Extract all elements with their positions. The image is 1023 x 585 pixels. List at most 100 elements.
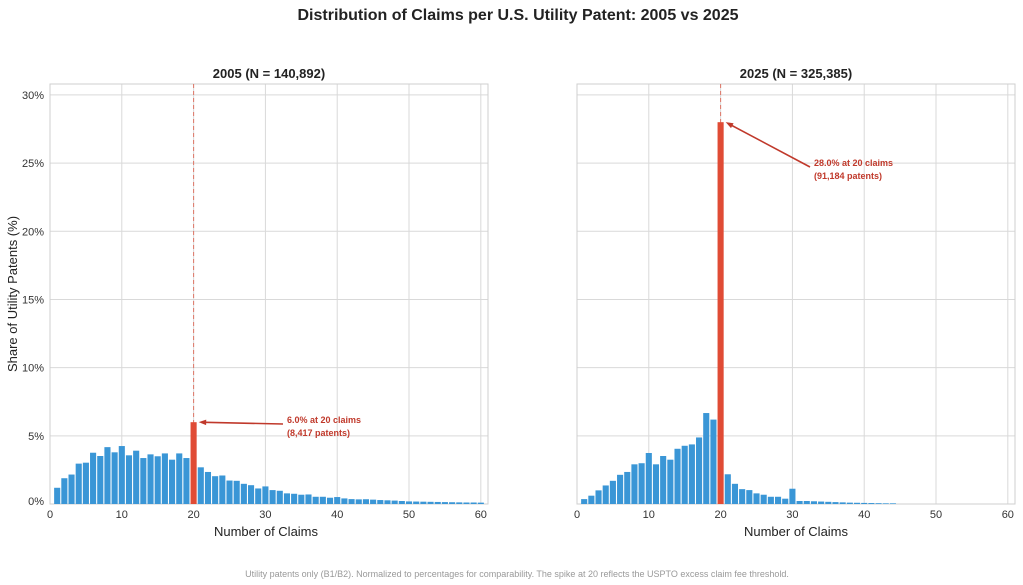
bar: [775, 497, 781, 504]
bar: [674, 449, 680, 504]
bar: [471, 503, 477, 505]
bar: [588, 496, 594, 504]
panel-2005: 01020304050600%5%10%15%20%25%30%6.0% at …: [22, 84, 488, 521]
y-tick-label: 20%: [22, 226, 44, 238]
y-tick-label: 10%: [22, 363, 44, 375]
bar: [234, 481, 240, 504]
bar: [356, 499, 362, 504]
x-tick-label: 0: [574, 509, 580, 521]
bar: [406, 501, 412, 504]
bar: [97, 456, 103, 504]
bar: [603, 485, 609, 504]
annotation-line1: 6.0% at 20 claims: [287, 415, 361, 425]
bar: [854, 503, 860, 504]
bar: [54, 488, 60, 504]
bar: [610, 481, 616, 504]
x-axis-label-2005: Number of Claims: [214, 524, 319, 539]
x-tick-label: 60: [475, 509, 487, 521]
bar: [581, 499, 587, 504]
bar: [739, 489, 745, 504]
bar: [442, 502, 448, 504]
bar: [205, 472, 211, 504]
bar: [133, 451, 139, 504]
bar: [682, 446, 688, 504]
bar: [653, 464, 659, 504]
bar: [753, 493, 759, 504]
x-tick-label: 10: [643, 509, 655, 521]
x-tick-label: 50: [403, 509, 415, 521]
bar: [449, 502, 455, 504]
bar: [370, 500, 376, 504]
bar: [696, 437, 702, 504]
x-tick-label: 20: [187, 509, 199, 521]
bar: [255, 488, 261, 504]
bar: [883, 503, 889, 504]
figure-title: Distribution of Claims per U.S. Utility …: [297, 7, 738, 24]
bar: [119, 446, 125, 504]
bar: [147, 454, 153, 504]
bar: [624, 472, 630, 504]
x-tick-label: 40: [331, 509, 343, 521]
x-tick-label: 30: [259, 509, 271, 521]
bar: [847, 503, 853, 504]
bar: [305, 494, 311, 504]
bar: [327, 498, 333, 504]
bar: [212, 476, 218, 504]
annotation-arrowhead-icon: [199, 420, 207, 425]
bar: [392, 501, 398, 504]
x-tick-label: 30: [786, 509, 798, 521]
bar: [363, 499, 369, 504]
bar: [703, 413, 709, 504]
bar: [428, 502, 434, 504]
chart-figure: Distribution of Claims per U.S. Utility …: [0, 0, 1023, 585]
bar: [76, 464, 82, 504]
panel-title-2025: 2025 (N = 325,385): [740, 66, 852, 81]
annotation-arrow-line: [732, 125, 810, 167]
x-axis-label-2025: Number of Claims: [744, 524, 849, 539]
panel-2025: 010203040506028.0% at 20 claims(91,184 p…: [574, 84, 1015, 521]
bar: [90, 453, 96, 504]
bar: [797, 501, 803, 504]
bar: [689, 444, 695, 504]
chart-svg: Distribution of Claims per U.S. Utility …: [0, 0, 1023, 585]
bar: [710, 420, 716, 504]
x-tick-label: 20: [714, 509, 726, 521]
bar: [595, 490, 601, 504]
bar: [277, 491, 283, 504]
bar: [176, 453, 182, 504]
highlight-bar: [191, 422, 197, 504]
bar: [83, 463, 89, 504]
bar: [341, 498, 347, 504]
bar: [818, 502, 824, 504]
bar: [832, 502, 838, 504]
bar: [660, 456, 666, 504]
bar: [384, 500, 390, 504]
bar: [456, 502, 462, 504]
bar: [183, 458, 189, 504]
bar: [226, 481, 232, 504]
bar: [413, 502, 419, 504]
plot-frame: [50, 84, 488, 504]
bar: [420, 502, 426, 504]
y-tick-label: 5%: [28, 431, 44, 443]
bar: [61, 478, 67, 504]
bar: [262, 486, 268, 504]
bar: [291, 494, 297, 504]
bar: [198, 467, 204, 504]
bar: [298, 495, 304, 504]
bar: [140, 458, 146, 504]
bar: [725, 474, 731, 504]
x-tick-label: 60: [1002, 509, 1014, 521]
panel-title-2005: 2005 (N = 140,892): [213, 66, 325, 81]
bar: [478, 503, 484, 504]
annotation-arrow-line: [205, 422, 283, 424]
bar: [104, 447, 110, 504]
annotation-line2: (91,184 patents): [814, 171, 882, 181]
bar: [334, 497, 340, 504]
bar: [320, 497, 326, 504]
bar: [284, 493, 290, 504]
footnote: Utility patents only (B1/B2). Normalized…: [245, 569, 789, 579]
bar: [861, 503, 867, 504]
plot-frame: [577, 84, 1015, 504]
bar: [219, 476, 225, 505]
